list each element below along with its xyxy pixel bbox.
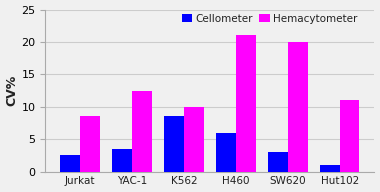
Bar xyxy=(268,152,288,172)
Y-axis label: CV%: CV% xyxy=(6,75,19,106)
Bar xyxy=(320,165,340,172)
Bar xyxy=(60,155,80,172)
Legend: Cellometer, Hemacytometer: Cellometer, Hemacytometer xyxy=(180,12,359,26)
Bar xyxy=(112,149,132,172)
Bar xyxy=(132,91,152,172)
Bar xyxy=(288,42,307,172)
Bar xyxy=(80,117,100,172)
Bar xyxy=(164,117,184,172)
Bar xyxy=(216,133,236,172)
Bar xyxy=(340,100,359,172)
Bar xyxy=(236,36,255,172)
Bar xyxy=(184,107,204,172)
